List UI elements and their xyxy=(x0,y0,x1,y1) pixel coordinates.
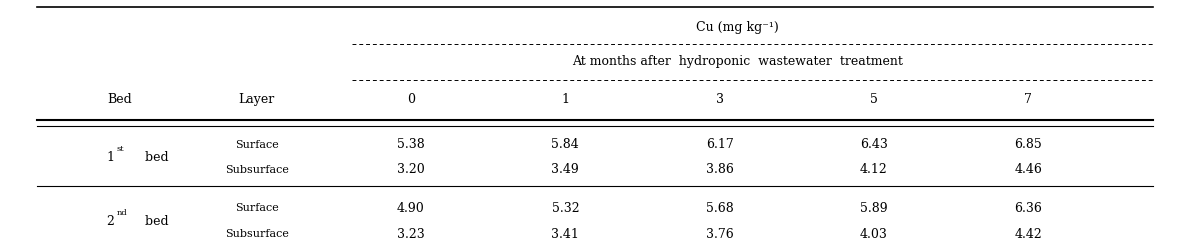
Text: Bed: Bed xyxy=(108,93,132,106)
Text: 1: 1 xyxy=(562,93,569,106)
Text: 2: 2 xyxy=(106,215,114,228)
Text: 4.46: 4.46 xyxy=(1014,163,1042,176)
Text: 5.38: 5.38 xyxy=(397,138,425,151)
Text: 6.43: 6.43 xyxy=(860,138,888,151)
Text: 5.89: 5.89 xyxy=(860,202,888,215)
Text: 3.23: 3.23 xyxy=(397,228,425,241)
Text: 4.12: 4.12 xyxy=(860,163,888,176)
Text: 3.86: 3.86 xyxy=(706,163,733,176)
Text: 5.68: 5.68 xyxy=(706,202,733,215)
Text: 3.49: 3.49 xyxy=(551,163,580,176)
Text: 0: 0 xyxy=(407,93,415,106)
Text: 4.90: 4.90 xyxy=(397,202,425,215)
Text: Layer: Layer xyxy=(238,93,275,106)
Text: At months after  hydroponic  wastewater  treatment: At months after hydroponic wastewater tr… xyxy=(572,55,903,68)
Text: 3.41: 3.41 xyxy=(551,228,580,241)
Text: 3: 3 xyxy=(715,93,724,106)
Text: Surface: Surface xyxy=(234,203,278,214)
Text: 3.76: 3.76 xyxy=(706,228,733,241)
Text: 1: 1 xyxy=(106,151,114,164)
Text: nd: nd xyxy=(117,209,127,217)
Text: 7: 7 xyxy=(1025,93,1032,106)
Text: bed: bed xyxy=(142,215,169,228)
Text: Surface: Surface xyxy=(234,140,278,150)
Text: 4.03: 4.03 xyxy=(860,228,888,241)
Text: 5: 5 xyxy=(870,93,878,106)
Text: 5.32: 5.32 xyxy=(551,202,580,215)
Text: 6.85: 6.85 xyxy=(1014,138,1042,151)
Text: bed: bed xyxy=(142,151,169,164)
Text: Subsurface: Subsurface xyxy=(225,165,289,174)
Text: Cu (mg kg⁻¹): Cu (mg kg⁻¹) xyxy=(696,20,778,33)
Text: 4.42: 4.42 xyxy=(1014,228,1042,241)
Text: st: st xyxy=(117,145,124,153)
Text: 3.20: 3.20 xyxy=(397,163,425,176)
Text: Subsurface: Subsurface xyxy=(225,229,289,239)
Text: 5.84: 5.84 xyxy=(551,138,580,151)
Text: 6.17: 6.17 xyxy=(706,138,733,151)
Text: 6.36: 6.36 xyxy=(1014,202,1042,215)
